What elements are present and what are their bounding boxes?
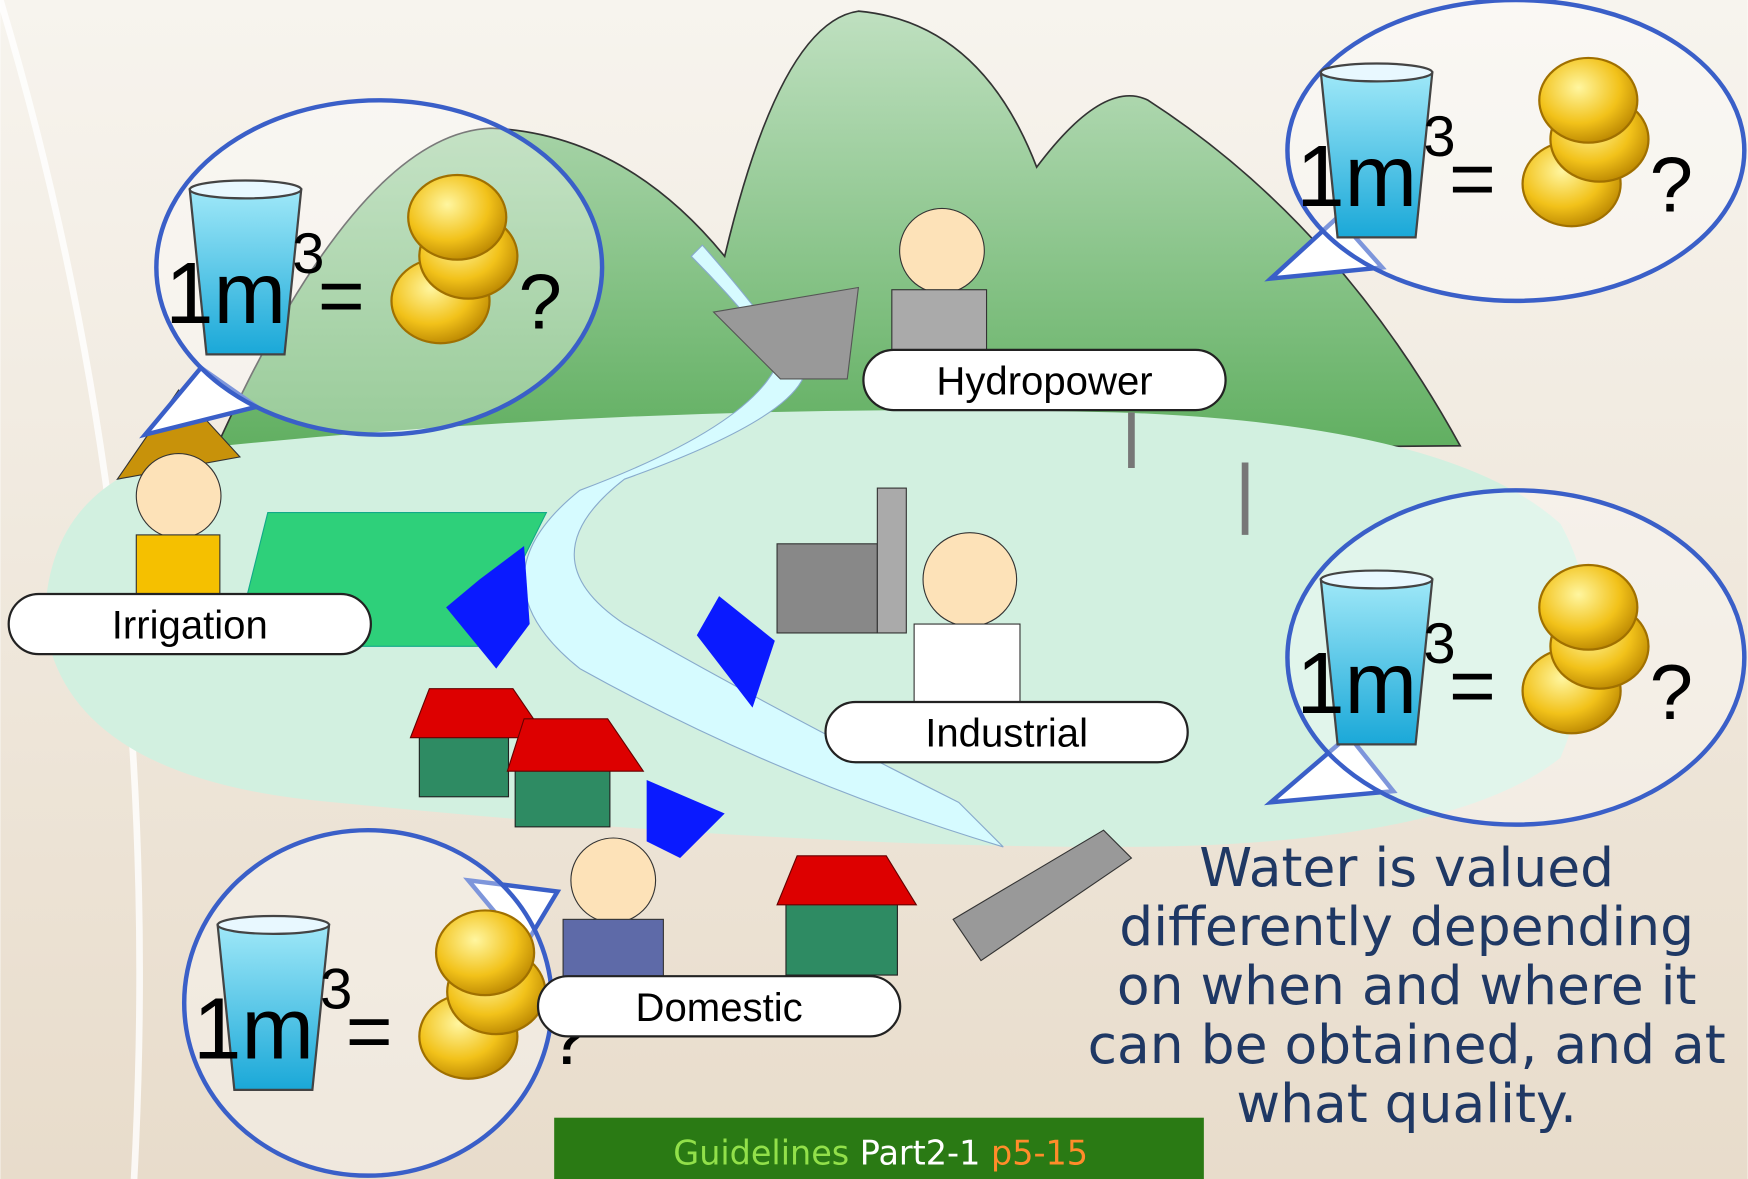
equals: = bbox=[1449, 641, 1496, 731]
footer-box bbox=[554, 1117, 1204, 1179]
river bbox=[523, 244, 1004, 848]
caption-line: differently depending bbox=[1119, 895, 1694, 958]
caption-line: Water is valued bbox=[1199, 836, 1614, 899]
volume: 1m bbox=[1296, 128, 1417, 225]
cup-rim bbox=[216, 914, 331, 935]
footer-source: Guidelines bbox=[673, 1134, 849, 1173]
sector-label: Industrial bbox=[925, 712, 1088, 756]
sector-label: Hydropower bbox=[936, 359, 1152, 403]
chimney bbox=[876, 487, 907, 634]
arrows bbox=[446, 546, 775, 859]
volume: 1m bbox=[165, 245, 286, 342]
exponent: 3 bbox=[1423, 612, 1455, 676]
coin bbox=[1538, 563, 1639, 651]
people bbox=[116, 207, 1021, 982]
cup-rim bbox=[1319, 569, 1434, 590]
coin bbox=[434, 909, 536, 997]
label-pill bbox=[824, 700, 1189, 764]
cup-rim bbox=[188, 179, 303, 200]
footer-page: p5-15 bbox=[991, 1134, 1088, 1173]
exponent: 3 bbox=[320, 958, 352, 1022]
exponent: 3 bbox=[1423, 105, 1455, 169]
equals: = bbox=[346, 987, 393, 1077]
question: ? bbox=[519, 258, 562, 346]
footer-part: Part2-1 bbox=[860, 1134, 981, 1173]
mountains bbox=[210, 10, 1462, 458]
exponent: 3 bbox=[292, 222, 324, 286]
equals: = bbox=[318, 251, 365, 341]
volume: 1m bbox=[193, 981, 314, 1078]
caption-line: what quality. bbox=[1236, 1072, 1577, 1135]
footer: Guidelines Part2-1 p5-15 bbox=[673, 1134, 1088, 1173]
bubble-tail bbox=[139, 364, 262, 439]
equals: = bbox=[1449, 134, 1496, 224]
coin bbox=[1538, 56, 1639, 144]
label-pill bbox=[536, 975, 902, 1038]
coin bbox=[407, 173, 508, 261]
cup-rim bbox=[1319, 62, 1434, 83]
caption-line: on when and where it bbox=[1117, 954, 1697, 1017]
sector-label: Domestic bbox=[636, 986, 803, 1030]
sector-label: Irrigation bbox=[112, 604, 268, 648]
bubble-tail bbox=[1263, 732, 1398, 806]
volume: 1m bbox=[1296, 635, 1417, 732]
dam bbox=[712, 286, 860, 380]
question: ? bbox=[1650, 648, 1693, 736]
label-pill bbox=[862, 348, 1227, 412]
caption-line: can be obtained, and at bbox=[1088, 1013, 1726, 1076]
speech-bubble: 1m3=? bbox=[181, 827, 590, 1178]
bubble-tail bbox=[1264, 214, 1387, 282]
factory bbox=[776, 543, 878, 634]
houses bbox=[409, 688, 918, 976]
question: ? bbox=[1650, 141, 1693, 229]
pipe bbox=[952, 829, 1133, 962]
label-pill bbox=[7, 592, 372, 656]
